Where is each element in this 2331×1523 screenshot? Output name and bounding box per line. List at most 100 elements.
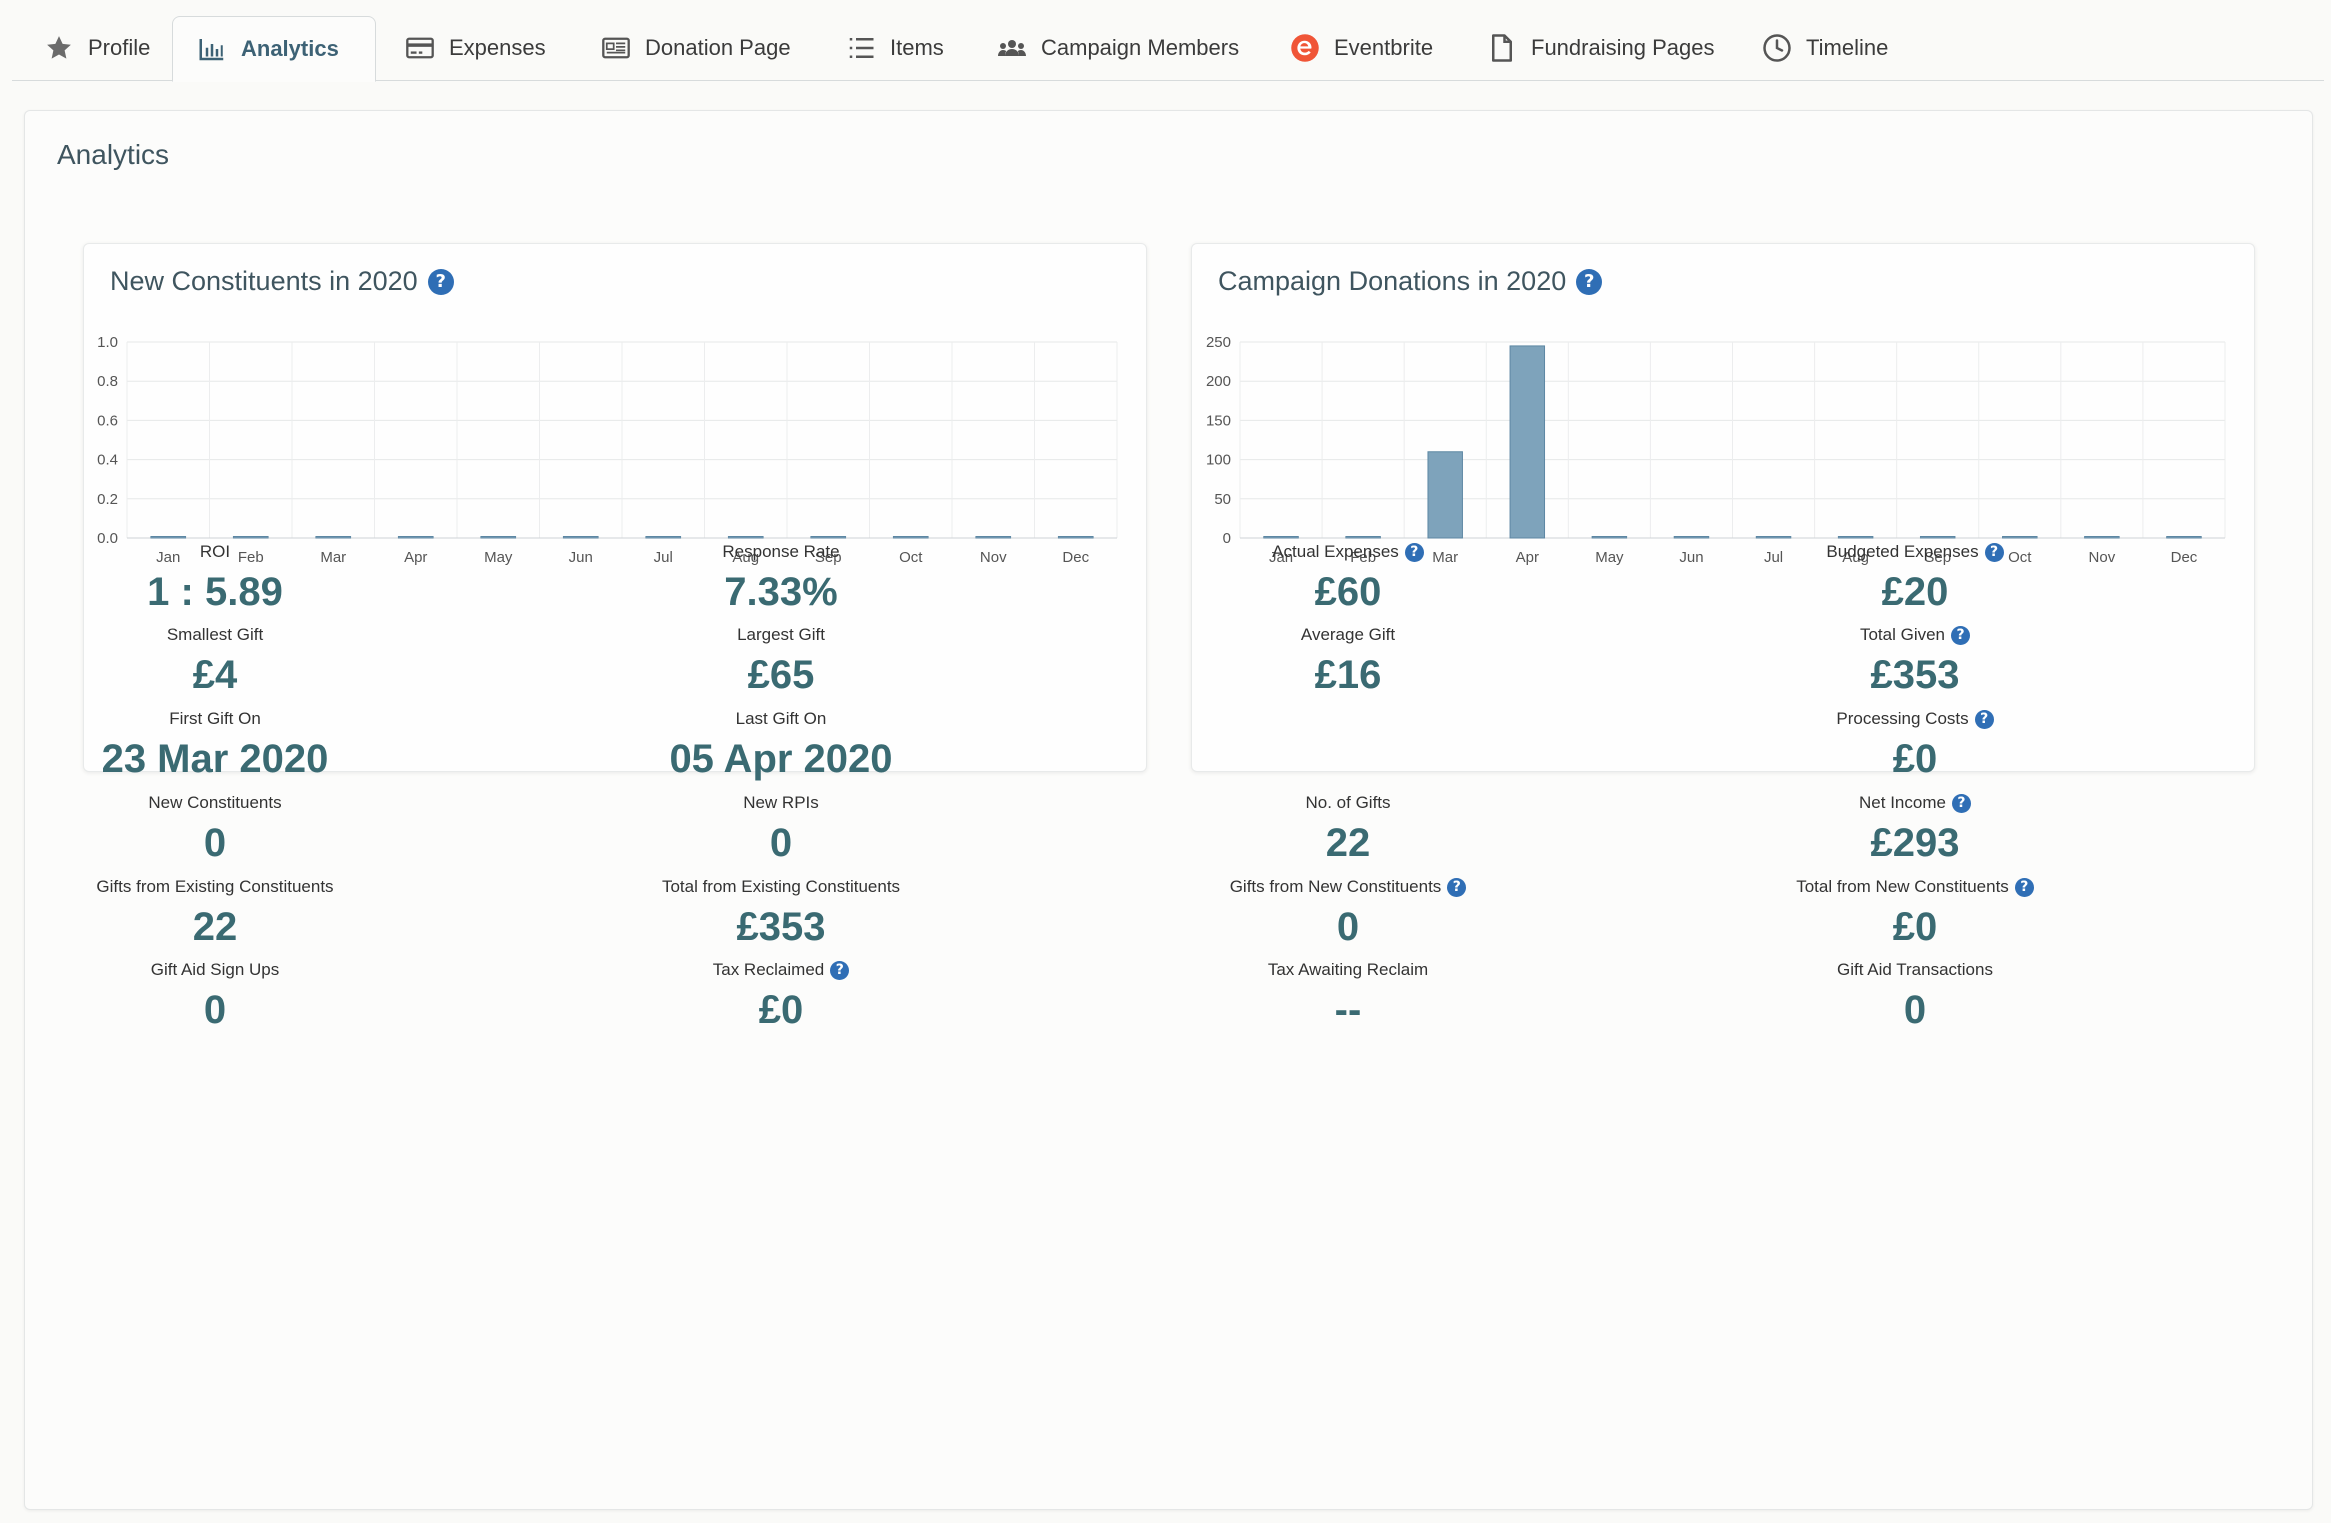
- tab-fundraising-pages[interactable]: Fundraising Pages: [1463, 16, 1738, 80]
- tab-donation-page[interactable]: Donation Page: [577, 16, 815, 80]
- stat-largest-gift: Largest Gift £65: [501, 624, 1061, 698]
- tab-label: Profile: [88, 35, 151, 60]
- bar-chart-icon: [197, 34, 227, 64]
- bar-may: [1591, 536, 1628, 539]
- stat-value: 05 Apr 2020: [669, 737, 893, 781]
- y-tick-label: 150: [1206, 412, 1231, 429]
- bar-jun: [1673, 536, 1710, 539]
- tab-profile[interactable]: Profile: [20, 16, 174, 80]
- x-tick-label: Dec: [1062, 549, 1089, 566]
- bar-feb: [232, 536, 269, 539]
- stat-label-text: Gifts from Existing Constituents: [96, 877, 334, 896]
- help-icon[interactable]: ?: [2014, 877, 2034, 897]
- stat-label-text: Tax Reclaimed: [712, 960, 825, 979]
- x-tick-label: Aug: [1842, 549, 1869, 566]
- stat-label: Average Gift: [1068, 624, 1628, 646]
- campaign-donations-chart: 0 50 100 150 200 250 Jan Feb Mar Apr May Jun Jul Aug S…: [1206, 334, 2226, 566]
- stat-value: 1 : 5.89: [147, 570, 283, 614]
- stat-total-existing: Total from Existing Constituents £353: [501, 876, 1061, 950]
- help-icon[interactable]: ?: [1447, 877, 1467, 897]
- x-tick-label: Oct: [2008, 549, 2032, 566]
- file-icon: [1487, 33, 1517, 63]
- chart-title: Campaign Donations in 2020 ?: [1218, 266, 1603, 297]
- help-icon[interactable]: ?: [1576, 268, 1603, 295]
- y-tick-label: 0.8: [97, 373, 118, 390]
- y-tick-label: 0.6: [97, 412, 118, 429]
- stat-label: Last Gift On: [501, 708, 1061, 730]
- tab-campaign-members[interactable]: Campaign Members: [973, 16, 1263, 80]
- bar-sep: [1919, 536, 1956, 539]
- tab-label: Campaign Members: [1041, 35, 1240, 60]
- help-icon[interactable]: ?: [1984, 542, 2004, 562]
- x-tick-label: Apr: [404, 549, 427, 566]
- bar-oct: [892, 536, 929, 539]
- y-tick-label: 1.0: [97, 334, 118, 351]
- chart-title: New Constituents in 2020 ?: [110, 266, 454, 297]
- stat-label: Response Rate: [501, 541, 1061, 563]
- stat-value: £65: [747, 653, 815, 697]
- stat-label-text: Last Gift On: [735, 709, 827, 728]
- stat-label: Net Income?: [1635, 792, 2195, 814]
- help-icon[interactable]: ?: [427, 268, 454, 295]
- stat-label-text: Actual Expenses: [1272, 542, 1399, 561]
- tab-label: Timeline: [1806, 35, 1889, 60]
- stat-value: 0: [203, 988, 227, 1032]
- help-icon[interactable]: ?: [1951, 793, 1971, 813]
- y-tick-label: 0.2: [97, 491, 118, 508]
- stat-label: New RPIs: [501, 792, 1061, 814]
- new-constituents-chart: 0.0 0.2 0.4 0.6 0.8 1.0 Jan Feb Mar Apr May Jun Jul A…: [97, 334, 1118, 566]
- stat-actual-expenses: Actual Expenses? £60: [1068, 541, 1628, 615]
- x-tick-label: Nov: [2089, 549, 2116, 566]
- stat-budgeted-expenses: Budgeted Expenses? £20: [1635, 541, 2195, 615]
- stat-label-text: Total Given: [1859, 625, 1946, 644]
- y-tick-label: 50: [1214, 491, 1231, 508]
- stat-value: £0: [758, 988, 804, 1032]
- x-tick-label: Jun: [1679, 549, 1703, 566]
- x-tick-label: Mar: [1432, 549, 1458, 566]
- tab-analytics[interactable]: Analytics: [172, 16, 376, 82]
- stat-label: Gift Aid Sign Ups: [0, 959, 495, 981]
- y-tick-label: 250: [1206, 334, 1231, 351]
- stat-value: --: [1334, 988, 1362, 1032]
- help-icon[interactable]: ?: [830, 960, 850, 980]
- stat-label: Total from Existing Constituents: [501, 876, 1061, 898]
- y-tick-label: 0.0: [97, 530, 118, 547]
- stat-total-new: Total from New Constituents? £0: [1635, 876, 2195, 950]
- x-tick-label: Sep: [1924, 549, 1951, 566]
- stat-value: 0: [1336, 905, 1360, 949]
- stat-label-text: Processing Costs: [1836, 709, 1969, 728]
- bar-apr: [397, 536, 434, 539]
- stat-label: New Constituents: [0, 792, 495, 814]
- star-icon: [44, 33, 74, 63]
- stat-value: £353: [1870, 653, 1960, 697]
- stat-value: £60: [1314, 570, 1382, 614]
- stat-gift-aid-transactions: Gift Aid Transactions 0: [1635, 959, 2195, 1033]
- tab-label: Fundraising Pages: [1531, 35, 1715, 60]
- x-tick-label: Jul: [1764, 549, 1783, 566]
- x-tick-label: Apr: [1516, 549, 1539, 566]
- stat-label: Tax Reclaimed?: [501, 959, 1061, 981]
- bar-sep: [810, 536, 847, 539]
- bar-mar: [1427, 451, 1463, 539]
- tab-eventbrite[interactable]: Eventbrite: [1266, 16, 1457, 80]
- stat-label-text: Largest Gift: [737, 625, 825, 644]
- tab-label: Analytics: [241, 36, 339, 61]
- bar-dec: [1057, 536, 1094, 539]
- stat-value: 0: [203, 821, 227, 865]
- stat-first-gift-on: First Gift On 23 Mar 2020: [0, 708, 495, 782]
- help-icon[interactable]: ?: [1974, 709, 1994, 729]
- stat-label-text: Net Income: [1859, 793, 1946, 812]
- stat-net-income: Net Income? £293: [1635, 792, 2195, 866]
- help-icon[interactable]: ?: [1404, 542, 1424, 562]
- x-tick-label: May: [484, 549, 513, 566]
- stat-new-constituents: New Constituents 0: [0, 792, 495, 866]
- tab-items[interactable]: Items: [822, 16, 968, 80]
- tab-timeline[interactable]: Timeline: [1738, 16, 1912, 80]
- bar-aug: [727, 536, 764, 539]
- help-icon[interactable]: ?: [1951, 625, 1971, 645]
- tab-expenses[interactable]: Expenses: [381, 16, 570, 80]
- tab-label: Items: [890, 35, 944, 60]
- stat-label: Smallest Gift: [0, 624, 495, 646]
- x-tick-label: May: [1595, 549, 1624, 566]
- x-tick-label: Dec: [2171, 549, 2198, 566]
